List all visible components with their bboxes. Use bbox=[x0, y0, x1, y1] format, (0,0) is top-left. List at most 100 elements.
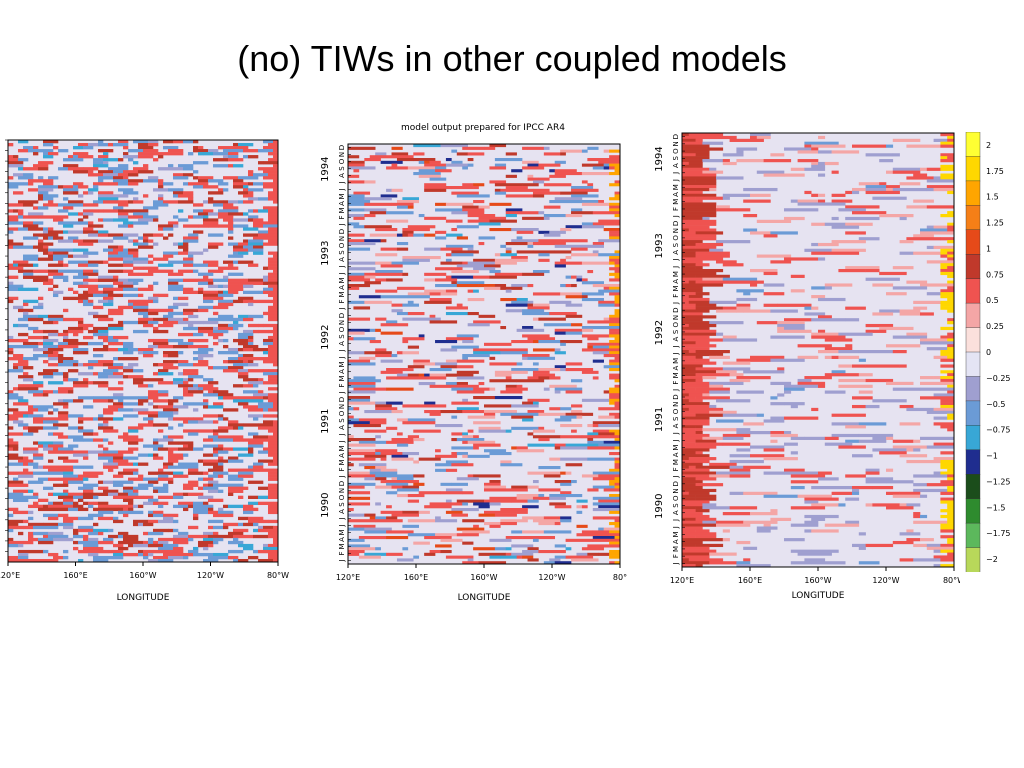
heatmap-cell bbox=[947, 251, 955, 255]
heatmap-cell bbox=[153, 423, 169, 427]
heatmap-cell bbox=[258, 486, 269, 490]
heatmap-cell bbox=[824, 251, 860, 255]
heatmap-cell bbox=[729, 474, 751, 478]
heatmap-cell bbox=[818, 350, 839, 354]
heatmap-cell bbox=[736, 150, 744, 154]
heatmap-cell bbox=[48, 236, 54, 240]
heatmap-cell bbox=[462, 435, 474, 439]
heatmap-cell bbox=[879, 326, 914, 331]
heatmap-cell bbox=[682, 260, 703, 264]
heatmap-cell bbox=[123, 552, 139, 557]
heatmap-cell bbox=[473, 421, 501, 425]
heatmap-cell bbox=[532, 191, 561, 195]
heatmap-cell bbox=[407, 166, 436, 170]
heatmap-cell bbox=[609, 387, 621, 391]
heatmap-cell bbox=[158, 405, 174, 409]
heatmap-cell bbox=[228, 555, 239, 560]
heatmap-cell bbox=[709, 462, 737, 467]
heatmap-cell bbox=[268, 284, 279, 288]
heatmap-cell bbox=[228, 254, 244, 258]
heatmap-cell bbox=[614, 446, 621, 450]
heatmap-cell bbox=[258, 390, 264, 394]
heatmap-cell bbox=[348, 278, 371, 282]
heatmap-cell bbox=[926, 445, 955, 449]
heatmap-cell bbox=[203, 552, 214, 557]
heatmap-cell bbox=[348, 552, 360, 556]
heatmap-cell bbox=[33, 206, 39, 210]
heatmap-cell bbox=[193, 146, 199, 150]
heatmap-cell bbox=[396, 443, 409, 447]
heatmap-cell bbox=[203, 477, 214, 481]
heatmap-cell bbox=[609, 412, 621, 416]
heatmap-cell bbox=[248, 447, 254, 451]
heatmap-cell bbox=[709, 552, 737, 556]
heatmap-cell bbox=[113, 341, 124, 346]
heatmap-cell bbox=[88, 360, 99, 364]
heatmap-cell bbox=[153, 447, 159, 451]
heatmap-cell bbox=[532, 270, 550, 274]
heatmap-cell bbox=[183, 555, 189, 560]
heatmap-cell bbox=[695, 280, 730, 284]
heatmap-cell bbox=[682, 532, 717, 536]
heatmap-cell bbox=[462, 183, 474, 187]
heatmap-cell bbox=[947, 384, 955, 388]
heatmap-cell bbox=[838, 350, 860, 354]
heatmap-cell bbox=[505, 547, 512, 551]
heatmap-cell bbox=[926, 546, 955, 550]
heatmap-cell bbox=[609, 480, 621, 484]
heatmap-cell bbox=[587, 547, 604, 551]
heatmap-cell bbox=[138, 218, 154, 222]
heatmap-cell bbox=[103, 480, 114, 484]
heatmap-cell bbox=[248, 441, 259, 445]
heatmap-cell bbox=[268, 227, 279, 231]
heatmap-cell bbox=[263, 546, 279, 551]
heatmap-cell bbox=[391, 303, 403, 307]
heatmap-cell bbox=[609, 345, 621, 349]
heatmap-cell bbox=[804, 497, 839, 501]
heatmap-cell bbox=[554, 250, 572, 254]
heatmap-cell bbox=[8, 338, 24, 343]
heatmap-cell bbox=[688, 283, 724, 287]
heatmap-cell bbox=[560, 368, 566, 372]
heatmap-cell bbox=[688, 526, 703, 530]
heatmap-cell bbox=[38, 185, 44, 189]
heatmap-cell bbox=[940, 266, 948, 270]
heatmap-cell bbox=[88, 191, 94, 195]
heatmap-cell bbox=[538, 230, 550, 234]
heatmap-cell bbox=[98, 555, 114, 560]
heatmap-cell bbox=[268, 471, 274, 475]
heatmap-cell bbox=[188, 320, 204, 325]
heatmap-cell bbox=[560, 457, 588, 461]
heatmap-cell bbox=[273, 140, 279, 144]
heatmap-cell bbox=[947, 266, 955, 270]
heatmap-cell bbox=[53, 483, 69, 487]
heatmap-cell bbox=[38, 441, 54, 445]
heatmap-cell bbox=[886, 292, 907, 296]
heatmap-cell bbox=[695, 263, 710, 267]
heatmap-cell bbox=[429, 314, 436, 318]
heatmap-cell bbox=[391, 438, 403, 442]
heatmap-cell bbox=[188, 182, 199, 186]
heatmap-cell bbox=[78, 218, 84, 222]
heatmap-cell bbox=[138, 351, 144, 355]
heatmap-cell bbox=[118, 182, 129, 186]
heatmap-cell bbox=[571, 200, 599, 204]
heatmap-cell bbox=[581, 292, 604, 296]
heatmap-cell bbox=[522, 326, 534, 330]
heatmap-cell bbox=[682, 271, 717, 276]
heatmap-cell bbox=[258, 423, 274, 427]
heatmap-cell bbox=[108, 366, 124, 370]
heatmap-cell bbox=[688, 268, 724, 273]
heatmap-cell bbox=[228, 278, 244, 282]
heatmap-cell bbox=[872, 283, 894, 287]
heatmap-cell bbox=[93, 396, 109, 400]
heatmap-cell bbox=[716, 523, 751, 527]
heatmap-cell bbox=[108, 269, 124, 273]
heatmap-cell bbox=[358, 463, 387, 467]
heatmap-cell bbox=[168, 399, 179, 403]
heatmap-cell bbox=[543, 205, 550, 209]
heatmap-cell bbox=[682, 451, 696, 455]
heatmap-cell bbox=[407, 205, 414, 209]
heatmap-cell bbox=[516, 555, 523, 559]
heatmap-cell bbox=[818, 384, 826, 388]
